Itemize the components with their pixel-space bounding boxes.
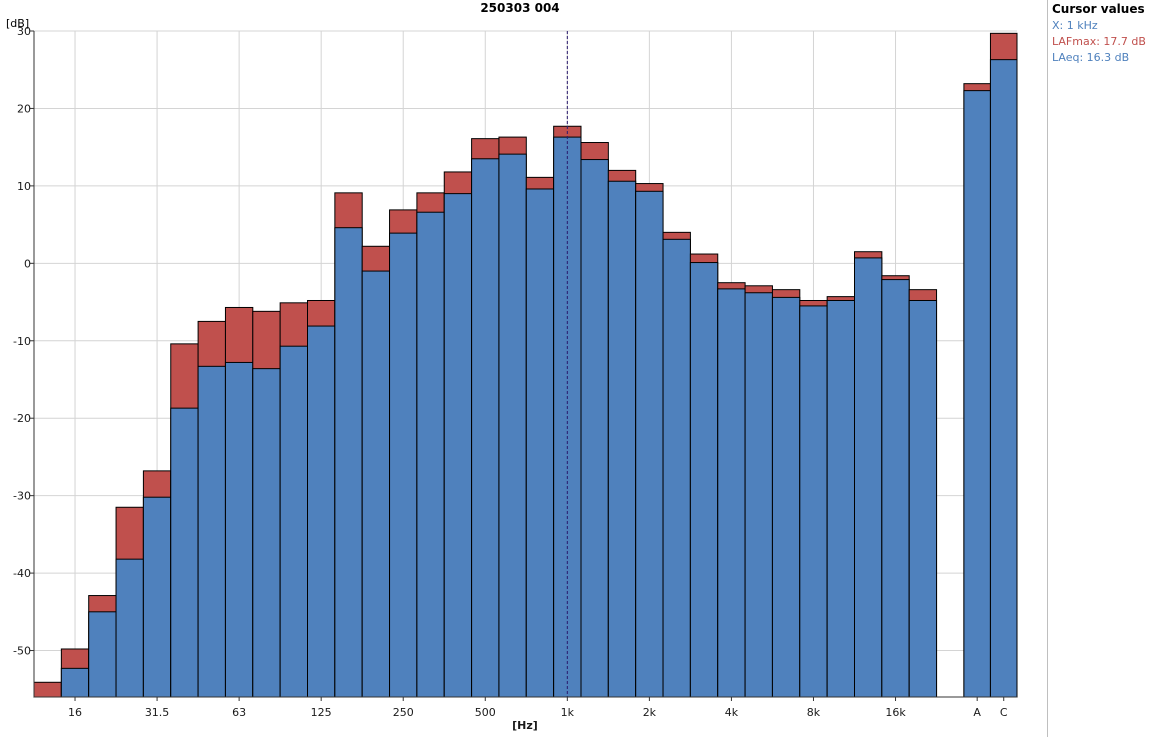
x-tick-label-total: A bbox=[973, 706, 981, 719]
bar-laeq bbox=[197, 365, 226, 698]
bar-laeq bbox=[389, 232, 418, 698]
x-tick-label: 1k bbox=[561, 706, 575, 719]
bar-laeq bbox=[854, 257, 883, 698]
bar-laeq-total bbox=[989, 59, 1018, 698]
bar-laeq bbox=[443, 193, 473, 698]
bar-laeq bbox=[279, 345, 308, 698]
chart-area[interactable]: -50 -40 -30 -20 -10 0 10 20 30 16 31.5 63 125 250 500 1… bbox=[0, 0, 1040, 737]
x-tick-label: 8k bbox=[807, 706, 821, 719]
bar-laeq bbox=[307, 325, 336, 698]
x-tick-label: 2k bbox=[643, 706, 657, 719]
x-tick-label: 250 bbox=[393, 706, 414, 719]
x-tick-label: 31.5 bbox=[145, 706, 170, 719]
cursor-lafmax-value: LAFmax: 17.7 dB bbox=[1052, 35, 1146, 48]
y-tick-label: 30 bbox=[17, 25, 31, 38]
bar-laeq bbox=[580, 159, 609, 698]
bar-laeq bbox=[170, 407, 199, 698]
bar-laeq bbox=[881, 279, 910, 698]
y-tick-label: -30 bbox=[13, 490, 31, 503]
spectrum-chart[interactable]: -50 -40 -30 -20 -10 0 10 20 30 16 31.5 63 125 250 500 1… bbox=[0, 0, 1040, 737]
panel-divider bbox=[1047, 0, 1048, 737]
bar-laeq bbox=[115, 558, 144, 698]
bar-laeq bbox=[498, 153, 527, 698]
bar-laeq bbox=[826, 299, 856, 698]
bar-laeq bbox=[60, 667, 90, 698]
y-tick-label: 20 bbox=[17, 102, 31, 115]
y-tick-label: -50 bbox=[13, 645, 31, 658]
y-tick-label: 0 bbox=[24, 257, 31, 270]
bar-laeq bbox=[908, 299, 938, 698]
chart-title: 250303 004 bbox=[480, 1, 560, 15]
bar-laeq bbox=[142, 496, 172, 698]
bar-laeq bbox=[334, 227, 363, 698]
x-tick-label-total: C bbox=[1000, 706, 1008, 719]
bar-laeq bbox=[717, 288, 746, 698]
y-tick-label: -40 bbox=[13, 567, 31, 580]
cursor-panel-title: Cursor values bbox=[1052, 2, 1145, 16]
y-tick-label: 10 bbox=[17, 180, 31, 193]
y-tick-label: -20 bbox=[13, 412, 31, 425]
y-tick-label: -10 bbox=[13, 335, 31, 348]
bar-laeq bbox=[635, 190, 664, 698]
bar-laeq-total bbox=[963, 90, 991, 698]
bar-laeq bbox=[88, 611, 117, 698]
bar-laeq bbox=[607, 180, 637, 698]
bar-laeq bbox=[689, 262, 719, 698]
x-axis-label: [Hz] bbox=[512, 719, 538, 732]
y-axis-label: [dB] bbox=[6, 17, 30, 30]
bar-laeq bbox=[252, 368, 281, 698]
bar-laeq bbox=[416, 211, 445, 698]
cursor-values-panel: Cursor values X: 1 kHz LAFmax: 17.7 dB L… bbox=[1052, 2, 1156, 66]
bar-laeq bbox=[662, 238, 691, 698]
x-tick-label: 16k bbox=[885, 706, 906, 719]
bar-laeq bbox=[471, 158, 500, 698]
x-tick-label: 63 bbox=[232, 706, 246, 719]
bar-lafmax bbox=[33, 681, 62, 698]
cursor-laeq-value: LAeq: 16.3 dB bbox=[1052, 51, 1130, 64]
x-tick-label: 125 bbox=[311, 706, 332, 719]
bar-laeq bbox=[771, 296, 801, 698]
bar-laeq bbox=[744, 292, 773, 698]
bar-laeq bbox=[525, 188, 555, 698]
bar-laeq bbox=[361, 270, 391, 698]
x-tick-label: 500 bbox=[475, 706, 496, 719]
bar-laeq bbox=[224, 361, 254, 698]
x-tick-label: 16 bbox=[68, 706, 82, 719]
cursor-x-value: X: 1 kHz bbox=[1052, 19, 1098, 32]
x-tick-label: 4k bbox=[725, 706, 739, 719]
bar-laeq bbox=[799, 305, 828, 698]
